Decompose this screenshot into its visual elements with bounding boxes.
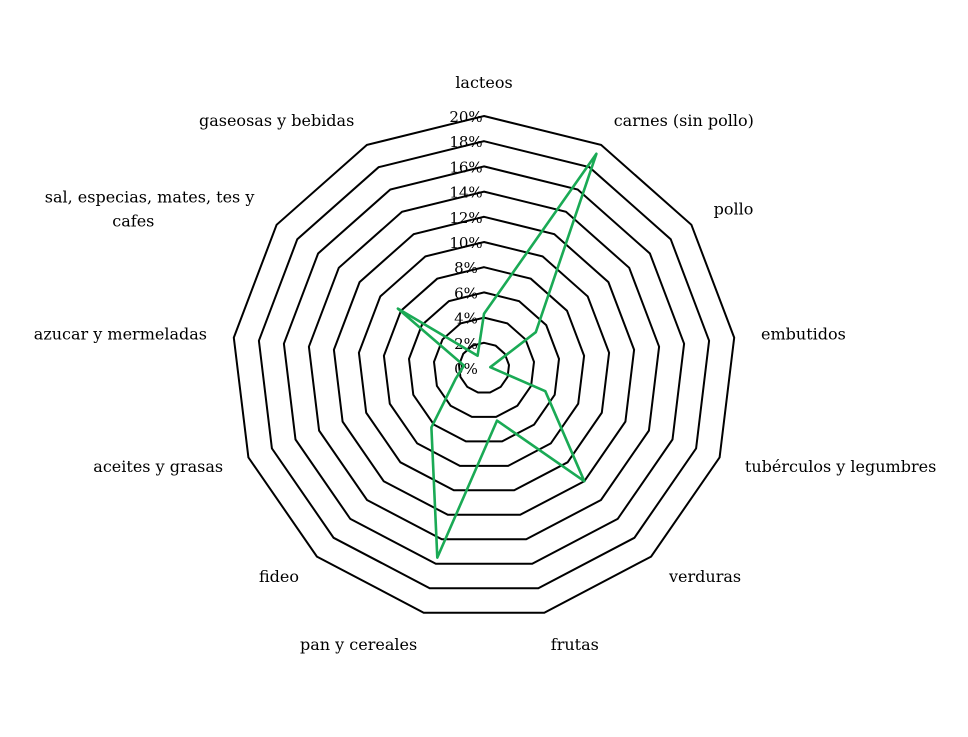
tick-label: 18% [449,133,482,151]
category-label: tubérculos y legumbres [745,457,936,476]
category-label: carnes (sin pollo) [614,111,754,130]
category-label: lacteos [455,73,512,92]
category-label: pan y cereales [300,635,417,654]
tick-label: 16% [449,158,482,176]
grid-ring-8 [382,266,586,467]
grid-ring-10 [357,240,611,492]
grid-ring-14 [307,190,661,541]
series-layer [396,152,598,559]
grid-ring-4 [432,316,536,418]
tick-label: 6% [454,284,478,302]
category-label: aceites y grasas [93,457,223,476]
category-label: azucar y mermeladas [34,324,207,343]
tick-label: 10% [449,234,482,252]
grid-ring-18 [257,140,711,590]
category-label: sal, especias, mates, tes y cafes [45,188,255,231]
category-label: gaseosas y bebidas [199,111,354,130]
tick-label: 4% [454,310,478,328]
tick-label: 12% [449,209,482,227]
grid-ring-6 [407,291,561,443]
grid-ring-20 [232,114,736,614]
category-label: frutas [551,635,599,654]
radial-tick-labels: 0%2%4%6%8%10%12%14%16%18%20% [449,108,482,378]
tick-label: 20% [449,108,482,126]
tick-label: 14% [449,184,482,202]
category-label: embutidos [761,324,846,343]
grid-ring-12 [332,215,636,516]
radar-grid [232,114,736,614]
grid-ring-16 [282,165,686,565]
category-labels: lacteos carnes (sin pollo) pollo embutidos t… [34,73,937,654]
category-label: fideo [259,567,299,586]
tick-label: 8% [454,259,478,277]
series-line [396,152,598,559]
tick-label: 2% [454,335,478,353]
category-label: pollo [714,200,754,219]
category-label: verduras [668,567,741,586]
